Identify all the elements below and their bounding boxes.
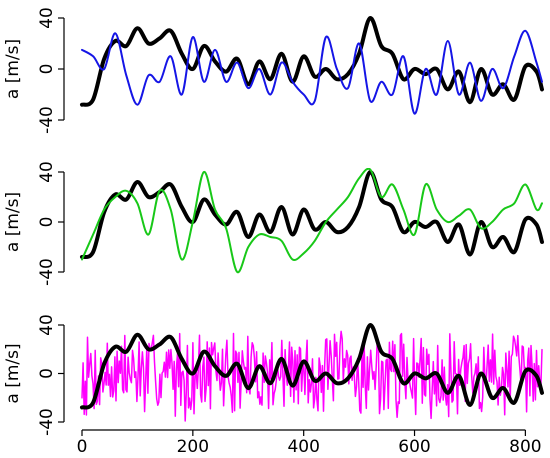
y-tick-label: 40: [37, 314, 57, 336]
x-tick-label: 400: [287, 437, 319, 457]
y-tick-label: -40: [37, 408, 57, 436]
y-tick-label: 0: [37, 217, 57, 228]
chart-panel-2: -40 0 40 a [m/s]: [3, 161, 544, 286]
y-axis-title: a [m/s]: [3, 192, 23, 252]
y-tick-label: 40: [37, 161, 57, 183]
chart-panel-1: -40 0 40 a [m/s]: [3, 7, 544, 134]
chart-panel-3: -40 0 40 a [m/s] 0 200 400 600 800: [3, 314, 544, 457]
series-line-1: [80, 15, 544, 107]
x-tick-label: 200: [177, 437, 209, 457]
series-line-2: [81, 168, 543, 274]
y-tick-label: 40: [37, 7, 57, 29]
y-axis-title: a [m/s]: [3, 39, 23, 99]
y-tick-label: -40: [37, 258, 57, 286]
x-tick-label: 600: [398, 437, 430, 457]
series-line-2: [80, 322, 544, 410]
series-line-2: [81, 29, 543, 115]
y-tick-label: 0: [37, 368, 57, 379]
x-tick-label: 800: [509, 437, 541, 457]
y-tick-label: 0: [37, 64, 57, 75]
y-tick-label: -40: [37, 106, 57, 134]
y-axis-title: a [m/s]: [3, 343, 23, 403]
x-tick-label: 0: [77, 437, 88, 457]
